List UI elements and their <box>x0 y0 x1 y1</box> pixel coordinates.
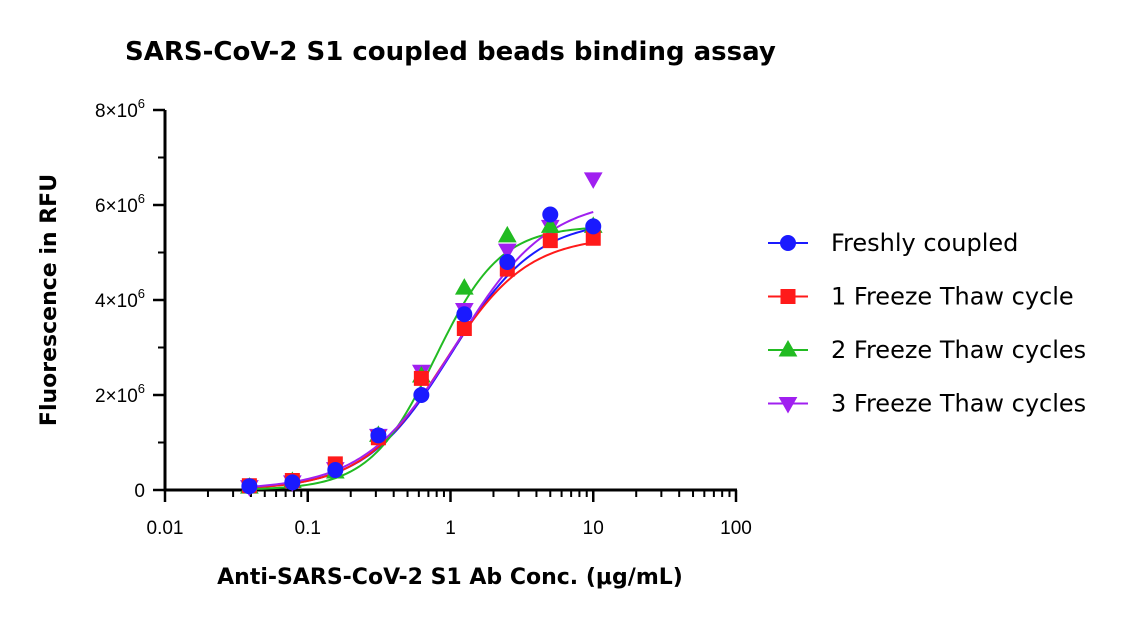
data-point <box>542 233 558 249</box>
legend-label: 1 Freeze Thaw cycle <box>831 283 1074 311</box>
data-point <box>413 387 430 403</box>
data-point <box>499 254 516 270</box>
legend-marker <box>780 235 796 251</box>
data-point <box>583 172 603 189</box>
data-point <box>456 306 473 323</box>
legend-marker <box>778 397 798 414</box>
y-tick-label: 2×106 <box>95 381 145 407</box>
x-tick-label: 0.1 <box>295 518 321 539</box>
fit-curves <box>249 211 594 491</box>
series-3-points <box>240 216 603 494</box>
x-tick-label: 10 <box>583 518 604 539</box>
legend-marker <box>780 289 796 304</box>
series-2-points <box>241 230 601 494</box>
axes <box>163 110 737 492</box>
data-points <box>240 172 603 497</box>
data-point <box>413 370 429 386</box>
fit-curve-series-3 <box>249 226 594 491</box>
legend-item: Freshly coupled <box>768 229 1018 257</box>
data-point <box>456 321 472 336</box>
x-tick-label: 100 <box>720 518 752 539</box>
y-tick-label: 8×106 <box>95 96 145 122</box>
data-point <box>585 218 602 235</box>
legend-marker <box>778 339 798 357</box>
x-ticks: 0.01 0.1 1 10 100 <box>147 490 752 539</box>
fit-curve-series-1 <box>249 227 594 489</box>
data-point <box>497 243 517 261</box>
x-tick-label: 0.01 <box>147 518 184 539</box>
legend-label: 2 Freeze Thaw cycles <box>831 336 1086 364</box>
legend-label: 3 Freeze Thaw cycles <box>831 390 1086 418</box>
legend: Freshly coupled 1 Freeze Thaw cycle 2 Free… <box>768 229 1086 418</box>
y-tick-label: 4×106 <box>95 286 145 312</box>
fit-curve-series-4 <box>249 211 594 488</box>
data-point <box>370 427 387 444</box>
chart-title: SARS-CoV-2 S1 coupled beads binding assa… <box>125 37 776 67</box>
data-point <box>327 462 344 479</box>
legend-label: Freshly coupled <box>831 229 1018 257</box>
legend-item: 3 Freeze Thaw cycles <box>768 390 1086 418</box>
x-tick-label: 1 <box>445 518 456 539</box>
series-1-points <box>241 206 602 495</box>
y-tick-label: 0 <box>134 481 145 502</box>
data-point <box>454 278 474 295</box>
x-axis-label: Anti-SARS-CoV-2 S1 Ab Conc. (μg/mL) <box>217 565 683 590</box>
legend-item: 1 Freeze Thaw cycle <box>768 283 1074 311</box>
y-ticks: 0 2×106 4×106 6×106 8×106 <box>95 96 165 502</box>
data-point <box>540 216 560 233</box>
data-point <box>542 206 559 223</box>
data-point <box>497 225 517 243</box>
data-point <box>241 478 258 495</box>
data-point <box>284 474 301 491</box>
y-tick-label: 6×106 <box>95 191 145 217</box>
y-axis-label: Fluorescence in RFU <box>37 174 62 426</box>
legend-item: 2 Freeze Thaw cycles <box>768 336 1086 364</box>
